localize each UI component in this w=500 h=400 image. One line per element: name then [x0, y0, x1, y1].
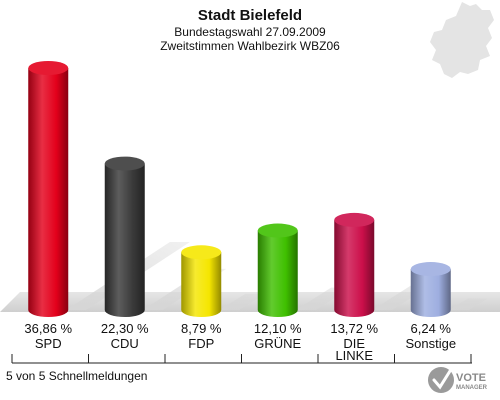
vote-manager-logo: VOTE MANAGER: [428, 367, 488, 393]
bar-grüne: [257, 223, 298, 318]
value-label: 8,79 %: [181, 321, 222, 336]
bar-fdp: [181, 245, 222, 318]
category-label: SPD: [35, 336, 62, 351]
footer-note: 5 von 5 Schnellmeldungen: [6, 369, 147, 383]
chart-subtitle-district: Zweitstimmen Wahlbezirk WBZ06: [160, 39, 340, 53]
category-axis: [11, 354, 472, 364]
bar-die-linke: [334, 212, 375, 318]
bars: [28, 61, 451, 318]
bar-top: [104, 156, 145, 171]
bar-sonstige: [410, 262, 451, 318]
bar-top: [410, 262, 451, 277]
bar-spd: [28, 61, 69, 318]
chart-subtitle-election: Bundestagswahl 27.09.2009: [174, 25, 326, 39]
bar-cdu: [104, 156, 145, 318]
bar-shadow: [448, 298, 488, 310]
value-label: 12,10 %: [254, 321, 302, 336]
bar-top: [257, 223, 298, 238]
bar-body: [104, 163, 145, 318]
category-label: LINKE: [335, 348, 373, 363]
category-label: DIE: [343, 336, 365, 351]
germany-map-icon: [430, 2, 494, 78]
category-label: Sonstige: [405, 336, 456, 351]
chart-title: Stadt Bielefeld: [198, 7, 302, 24]
bar-body: [28, 68, 69, 318]
bar-shadow: [219, 293, 266, 310]
category-label: CDU: [111, 336, 139, 351]
checkmark-icon: [428, 367, 454, 393]
value-label: 22,30 %: [101, 321, 149, 336]
bar-top: [181, 245, 222, 260]
bar-body: [410, 269, 451, 318]
logo-word-vote: VOTE: [456, 372, 486, 384]
value-label: 6,24 %: [411, 321, 452, 336]
value-labels: 36,86 % 22,30 % 8,79 % 12,10 % 13,72 % 6,24 %: [24, 321, 451, 336]
bar-body: [334, 219, 375, 318]
logo-word-manager: MANAGER: [456, 385, 488, 391]
bar-body: [181, 252, 222, 318]
value-label: 36,86 %: [24, 321, 72, 336]
value-label: 13,72 %: [330, 321, 378, 336]
category-label: GRÜNE: [254, 336, 301, 351]
bar-top: [28, 61, 69, 75]
bar-top: [334, 212, 375, 227]
category-label: FDP: [188, 336, 214, 351]
bar-body: [257, 230, 298, 318]
